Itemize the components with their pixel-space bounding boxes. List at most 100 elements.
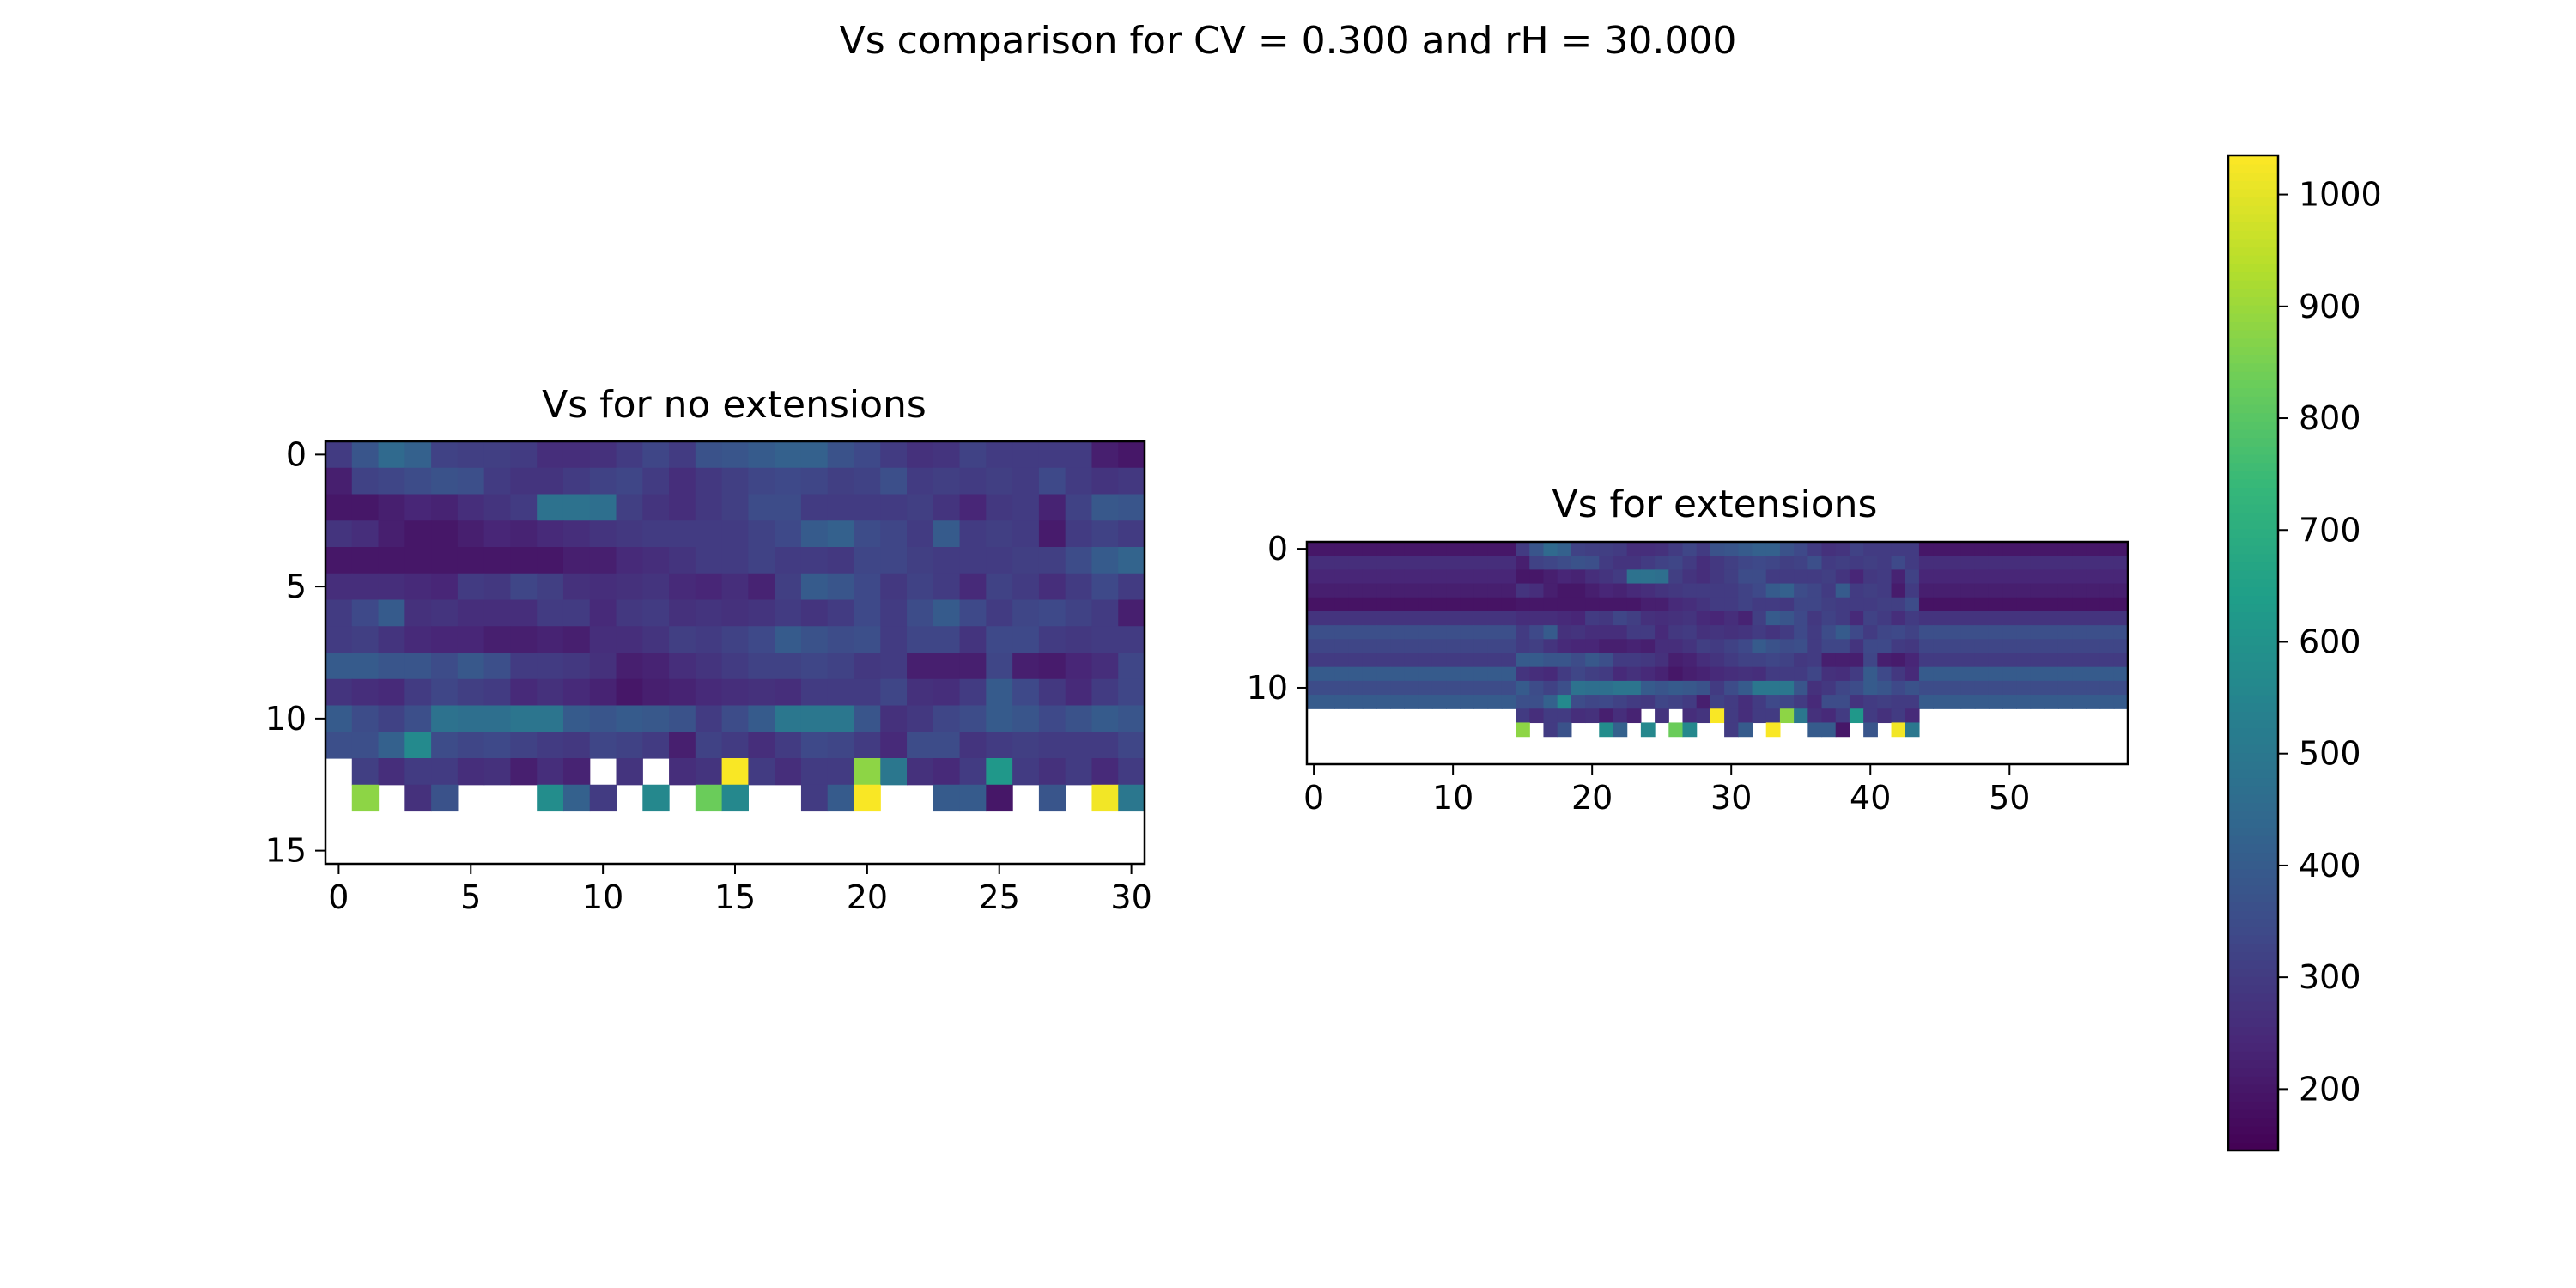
heatmap-cell bbox=[1988, 542, 2003, 556]
heatmap-cell bbox=[695, 520, 723, 548]
y-tick-label: 10 bbox=[1247, 669, 1288, 707]
heatmap-cell bbox=[907, 494, 934, 521]
heatmap-cell bbox=[2057, 611, 2073, 626]
heatmap-cell bbox=[2113, 569, 2129, 585]
heatmap-cell bbox=[642, 653, 670, 680]
heatmap-cell bbox=[2113, 542, 2129, 556]
colorbar-segment bbox=[2228, 304, 2278, 314]
heatmap-cell bbox=[2002, 611, 2017, 626]
heatmap-cell bbox=[1446, 639, 1461, 654]
heatmap-cell bbox=[510, 441, 538, 469]
heatmap-cell bbox=[1668, 569, 1684, 585]
colorbar-segment bbox=[2228, 1042, 2278, 1052]
heatmap-cell bbox=[1118, 653, 1145, 680]
colorbar-segment bbox=[2228, 354, 2278, 364]
heatmap-cell bbox=[669, 441, 696, 469]
heatmap-cell bbox=[1118, 599, 1145, 627]
heatmap-cell bbox=[1404, 653, 1419, 668]
heatmap-cell bbox=[854, 520, 881, 548]
heatmap-cell bbox=[1473, 597, 1489, 612]
heatmap-cell bbox=[1905, 542, 1920, 556]
heatmap-cell bbox=[1807, 611, 1823, 626]
heatmap-cell bbox=[669, 705, 696, 732]
heatmap-cell bbox=[642, 626, 670, 653]
colorbar-segment bbox=[2228, 1109, 2278, 1119]
heatmap-cell bbox=[2044, 653, 2059, 668]
heatmap-cell bbox=[827, 626, 855, 653]
heatmap-cell bbox=[748, 494, 775, 521]
heatmap-cell bbox=[1012, 494, 1040, 521]
heatmap-cell bbox=[378, 626, 405, 653]
heatmap-cell bbox=[1307, 542, 1321, 556]
heatmap-cell bbox=[1543, 625, 1558, 640]
heatmap-cell bbox=[1376, 695, 1391, 709]
heatmap-cell bbox=[1752, 556, 1767, 570]
heatmap-no-extensions-cells bbox=[325, 441, 1145, 812]
heatmap-cell bbox=[351, 758, 380, 786]
heatmap-cell bbox=[2016, 639, 2032, 654]
heatmap-cell bbox=[1863, 653, 1878, 668]
heatmap-cell bbox=[1765, 625, 1781, 640]
heatmap-cell bbox=[775, 441, 802, 469]
heatmap-cell bbox=[1091, 520, 1119, 548]
heatmap-cell bbox=[1557, 666, 1572, 682]
heatmap-cell bbox=[1321, 639, 1335, 654]
heatmap-cell bbox=[1877, 597, 1893, 612]
heatmap-cell bbox=[827, 678, 855, 707]
heatmap-cell bbox=[1118, 520, 1145, 548]
heatmap-cell bbox=[2016, 556, 2032, 570]
heatmap-cell bbox=[562, 626, 591, 653]
heatmap-cell bbox=[2030, 569, 2045, 585]
colorbar-segment bbox=[2228, 653, 2278, 662]
colorbar-segment bbox=[2228, 852, 2278, 861]
heatmap-cell bbox=[1794, 666, 1808, 682]
heatmap-cell bbox=[800, 626, 829, 653]
heatmap-cell bbox=[1849, 569, 1864, 585]
heatmap-cell bbox=[986, 547, 1013, 574]
heatmap-cell bbox=[854, 467, 881, 495]
heatmap-cell bbox=[642, 784, 670, 812]
heatmap-cell bbox=[721, 547, 749, 574]
heatmap-cell bbox=[1473, 542, 1489, 556]
heatmap-cell bbox=[1487, 625, 1503, 640]
heatmap-cell bbox=[2057, 653, 2073, 668]
heatmap-cell bbox=[1794, 653, 1808, 668]
heatmap-cell bbox=[1487, 639, 1503, 654]
x-tick-label: 20 bbox=[1571, 779, 1613, 817]
heatmap-cell bbox=[616, 732, 643, 759]
heatmap-cell bbox=[1376, 666, 1391, 682]
heatmap-cell bbox=[2099, 583, 2115, 598]
heatmap-cell bbox=[562, 732, 591, 759]
colorbar-segment bbox=[2228, 512, 2278, 521]
heatmap-cell bbox=[1334, 611, 1350, 626]
heatmap-cell bbox=[1807, 639, 1823, 654]
heatmap-cell bbox=[800, 599, 829, 627]
heatmap-cell bbox=[854, 705, 881, 732]
heatmap-cell bbox=[1091, 573, 1119, 601]
heatmap-cell bbox=[1348, 625, 1364, 640]
heatmap-cell bbox=[351, 732, 380, 759]
heatmap-cell bbox=[1752, 680, 1767, 696]
heatmap-cell bbox=[1821, 680, 1837, 696]
colorbar-segment bbox=[2228, 421, 2278, 430]
heatmap-cell bbox=[1571, 556, 1586, 570]
heatmap-cell bbox=[1307, 695, 1321, 709]
heatmap-cell bbox=[2099, 611, 2115, 626]
heatmap-cell bbox=[854, 441, 881, 469]
heatmap-cell bbox=[431, 547, 459, 574]
heatmap-cell bbox=[775, 467, 802, 495]
heatmap-cell bbox=[1738, 653, 1753, 668]
colorbar-segment bbox=[2228, 172, 2278, 181]
colorbar-segment bbox=[2228, 984, 2278, 994]
heatmap-cell bbox=[1863, 625, 1878, 640]
heatmap-cell bbox=[1765, 695, 1781, 709]
heatmap-cell bbox=[1696, 597, 1711, 612]
heatmap-cell bbox=[1640, 542, 1656, 556]
heatmap-cell bbox=[1321, 680, 1335, 696]
colorbar-segment bbox=[2228, 528, 2278, 538]
heatmap-cell bbox=[959, 705, 987, 732]
heatmap-cell bbox=[1118, 494, 1145, 521]
colorbar-segment bbox=[2228, 238, 2278, 248]
colorbar-tick-label: 800 bbox=[2299, 399, 2361, 437]
colorbar-segment bbox=[2228, 818, 2278, 829]
